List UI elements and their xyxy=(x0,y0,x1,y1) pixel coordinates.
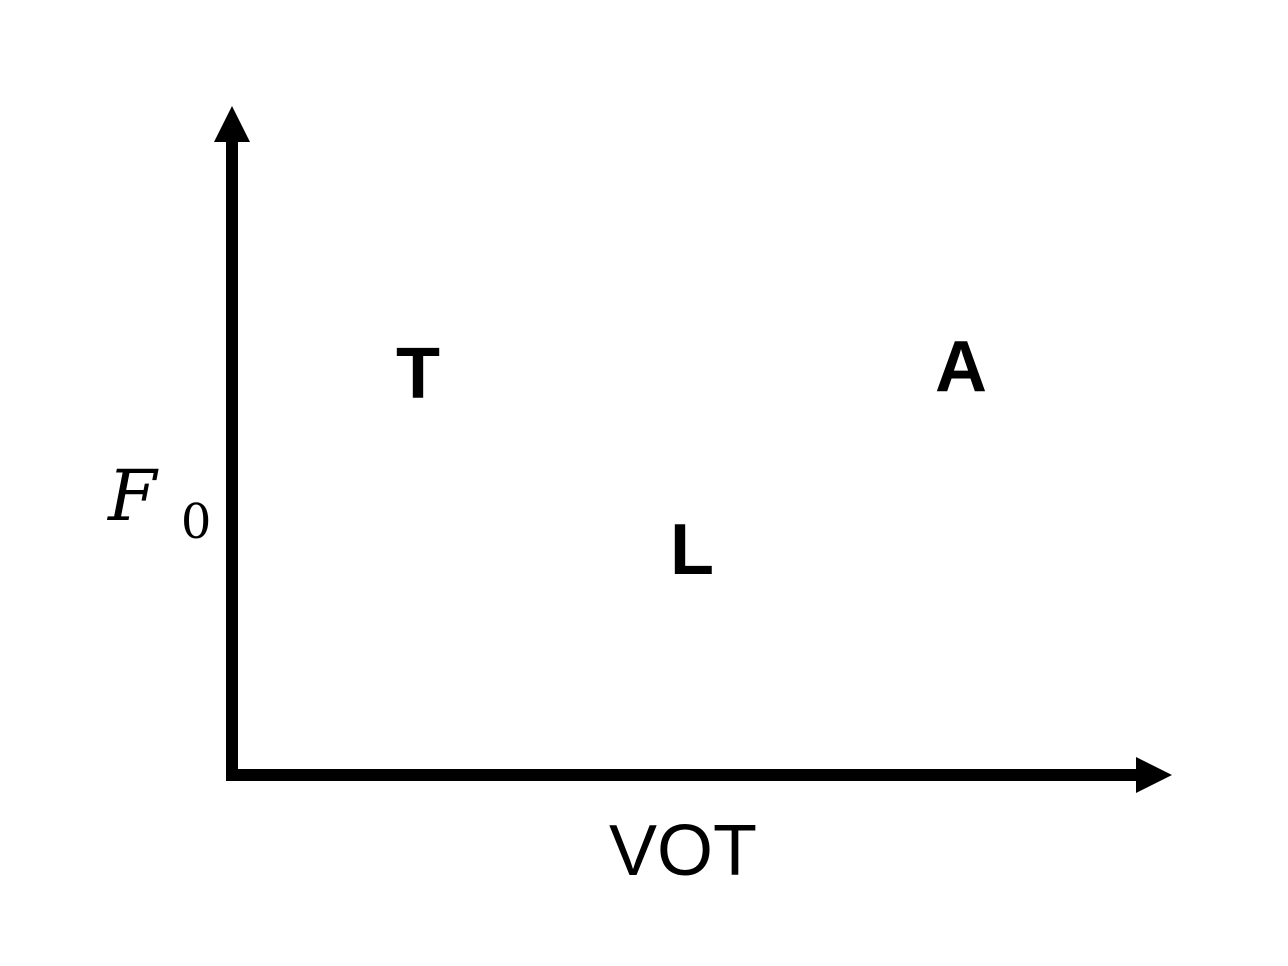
y-axis-label: F 0 xyxy=(106,455,211,550)
y-axis-label-main: F xyxy=(106,455,159,537)
point-label-l: L xyxy=(670,510,714,590)
point-label-t: T xyxy=(396,334,440,414)
x-axis-arrowhead xyxy=(1136,757,1172,793)
point-label-a: A xyxy=(935,327,987,407)
y-axis-label-subscript: 0 xyxy=(181,494,212,550)
y-axis-arrowhead xyxy=(214,106,250,142)
x-axis-label: VOT xyxy=(609,811,757,891)
